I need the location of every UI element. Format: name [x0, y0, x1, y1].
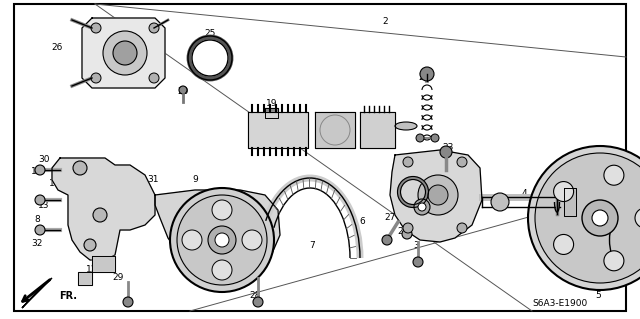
- Polygon shape: [92, 256, 115, 272]
- Text: 2: 2: [382, 18, 388, 26]
- Circle shape: [149, 73, 159, 83]
- Text: 11: 11: [179, 191, 189, 201]
- Text: 20: 20: [177, 87, 189, 97]
- Circle shape: [535, 153, 640, 283]
- Circle shape: [554, 182, 573, 202]
- Circle shape: [35, 195, 45, 205]
- Text: 17: 17: [495, 203, 507, 211]
- Circle shape: [149, 23, 159, 33]
- Circle shape: [177, 195, 267, 285]
- Text: 13: 13: [38, 201, 50, 210]
- Polygon shape: [265, 108, 278, 118]
- Text: 12: 12: [86, 265, 98, 275]
- Circle shape: [208, 226, 236, 254]
- Circle shape: [403, 157, 413, 167]
- Circle shape: [93, 208, 107, 222]
- Circle shape: [179, 86, 187, 94]
- Circle shape: [91, 23, 101, 33]
- Polygon shape: [155, 190, 280, 272]
- Text: 24: 24: [401, 183, 412, 192]
- Circle shape: [592, 210, 608, 226]
- Text: 5: 5: [595, 292, 601, 300]
- Polygon shape: [52, 158, 155, 260]
- Text: 29: 29: [112, 273, 124, 283]
- Circle shape: [182, 230, 202, 250]
- Circle shape: [91, 73, 101, 83]
- Text: 1: 1: [49, 179, 55, 188]
- Circle shape: [457, 223, 467, 233]
- Circle shape: [103, 31, 147, 75]
- Circle shape: [212, 200, 232, 220]
- Text: 32: 32: [31, 239, 43, 248]
- Circle shape: [403, 223, 413, 233]
- Text: 18: 18: [248, 117, 260, 127]
- Circle shape: [582, 200, 618, 236]
- Text: 16: 16: [552, 188, 564, 197]
- Text: 8: 8: [34, 216, 40, 225]
- Circle shape: [215, 233, 229, 247]
- Polygon shape: [82, 18, 165, 88]
- Circle shape: [440, 146, 452, 158]
- Text: 21: 21: [412, 199, 424, 209]
- Text: FR.: FR.: [59, 291, 77, 301]
- Ellipse shape: [491, 193, 509, 211]
- Polygon shape: [315, 112, 355, 148]
- Text: 22: 22: [419, 73, 429, 83]
- Text: 14: 14: [608, 258, 620, 268]
- Text: 28: 28: [250, 292, 260, 300]
- Text: 30: 30: [38, 155, 50, 165]
- Circle shape: [73, 161, 87, 175]
- Polygon shape: [390, 150, 482, 242]
- Circle shape: [428, 185, 448, 205]
- Circle shape: [457, 157, 467, 167]
- Text: 10: 10: [31, 167, 43, 176]
- Circle shape: [431, 134, 439, 142]
- Text: 27: 27: [384, 212, 396, 221]
- Circle shape: [35, 165, 45, 175]
- Text: 7: 7: [309, 241, 315, 250]
- Circle shape: [170, 188, 274, 292]
- Polygon shape: [564, 188, 576, 216]
- Circle shape: [420, 67, 434, 81]
- Circle shape: [416, 134, 424, 142]
- Polygon shape: [248, 112, 308, 148]
- Text: 15: 15: [569, 188, 580, 197]
- Circle shape: [113, 41, 137, 65]
- Text: 19: 19: [266, 100, 278, 108]
- Text: 25: 25: [204, 28, 216, 38]
- Circle shape: [635, 208, 640, 228]
- Circle shape: [418, 203, 426, 211]
- Circle shape: [418, 175, 458, 215]
- Text: 23: 23: [442, 144, 454, 152]
- Circle shape: [84, 239, 96, 251]
- Circle shape: [382, 235, 392, 245]
- Polygon shape: [360, 112, 395, 148]
- Text: S6A3-E1900: S6A3-E1900: [532, 300, 588, 308]
- Circle shape: [253, 297, 263, 307]
- Text: 3: 3: [413, 241, 419, 250]
- Circle shape: [413, 257, 423, 267]
- Circle shape: [528, 146, 640, 290]
- Polygon shape: [78, 272, 92, 285]
- Text: 9: 9: [192, 175, 198, 184]
- Text: 26: 26: [51, 43, 63, 53]
- Circle shape: [35, 225, 45, 235]
- Circle shape: [554, 234, 573, 255]
- Circle shape: [123, 297, 133, 307]
- Text: 4: 4: [521, 189, 527, 197]
- Circle shape: [242, 230, 262, 250]
- Circle shape: [212, 260, 232, 280]
- Polygon shape: [22, 278, 52, 308]
- Circle shape: [604, 165, 624, 185]
- Circle shape: [402, 229, 412, 239]
- Circle shape: [414, 199, 430, 215]
- Ellipse shape: [395, 122, 417, 130]
- Text: 31: 31: [147, 175, 159, 184]
- Circle shape: [604, 251, 624, 271]
- Text: 6: 6: [359, 218, 365, 226]
- Text: 20: 20: [397, 226, 409, 235]
